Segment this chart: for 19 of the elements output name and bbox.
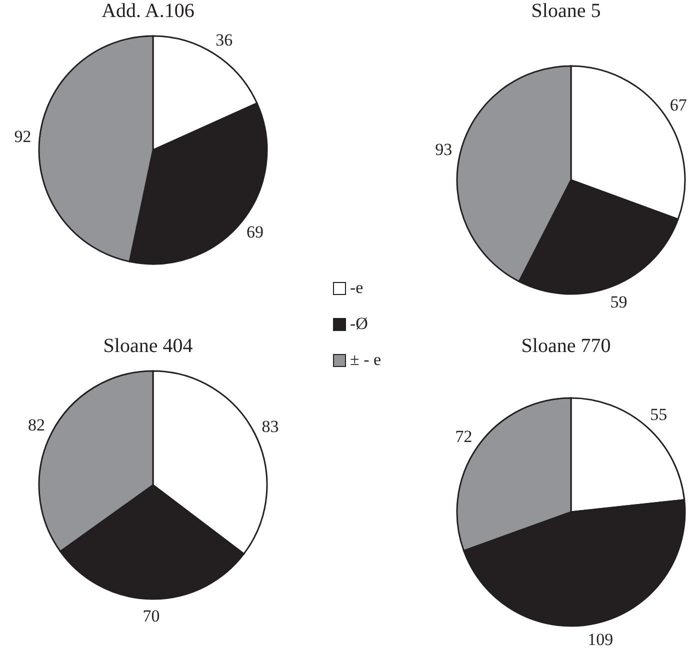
chart-title: Sloane 5 [530,0,602,23]
data-label: 109 [588,630,614,650]
data-label: 67 [670,95,688,114]
legend-label: -e [350,278,364,298]
chart-title: Sloane 770 [520,335,612,358]
data-label: 59 [610,292,628,312]
chart-title: Sloane 404 [102,335,194,358]
data-label: 36 [216,30,233,50]
data-label: 69 [246,222,264,242]
data-label: 93 [435,140,452,159]
data-label: 72 [455,427,472,446]
legend-label: ± - e [350,350,382,370]
legend-label: -Ø [350,314,368,334]
data-label: 83 [262,417,279,436]
data-label: 92 [14,126,32,146]
data-label: 82 [28,416,45,435]
chart-title: Add. A.106 [100,0,196,23]
data-label: 55 [650,405,668,424]
data-label: 70 [142,606,160,626]
